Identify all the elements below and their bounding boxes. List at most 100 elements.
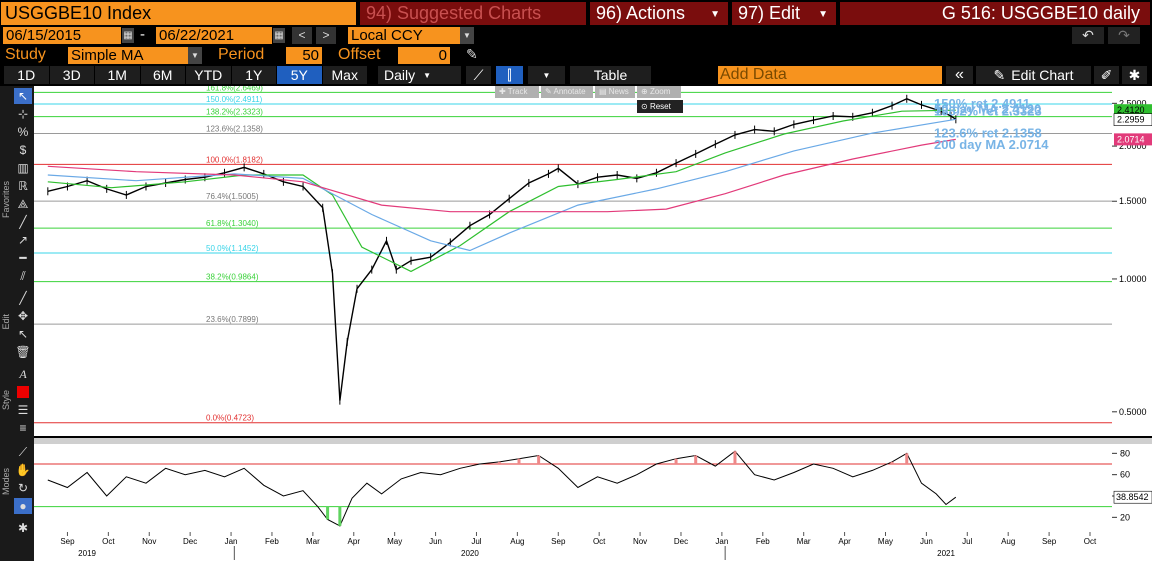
annotate-button[interactable]: ✎ Annotate (541, 86, 593, 98)
osc-tick-label: 80 (1120, 448, 1130, 458)
chart-type-dropdown[interactable]: ▼ (528, 66, 566, 84)
hline-icon[interactable]: ━ (19, 251, 27, 265)
oscillator-axis-bg (1112, 444, 1152, 532)
range-button-6m[interactable]: 6M (140, 66, 186, 84)
chevron-down-icon: ▼ (818, 9, 828, 20)
last-value-badge (1114, 133, 1152, 146)
collapse-icon[interactable]: « (946, 66, 974, 84)
crosshair-icon[interactable]: ⊹ (17, 107, 29, 121)
refresh-icon[interactable]: ↻ (17, 481, 29, 495)
fib-level-label: 161.8%(2.6469) (206, 86, 263, 92)
x-month-label: Sep (1042, 537, 1057, 546)
chart-annotation: 150% ret 2.4911 (934, 96, 1030, 111)
trendline-icon[interactable]: ╱ (19, 215, 27, 229)
draw-mode-icon[interactable]: ⟋ (18, 444, 28, 459)
range-button-1y[interactable]: 1Y (231, 66, 277, 84)
x-month-label: Dec (183, 537, 197, 546)
fib-level-label: 138.2%(2.3323) (206, 108, 263, 117)
edit-label: 97) Edit (738, 3, 801, 23)
last-value-label: 2.4120 (1117, 105, 1145, 115)
currency-value: Local CCY (351, 27, 423, 44)
fib-level-label: 100.0%(1.8182) (206, 155, 263, 164)
text-icon[interactable]: A (19, 366, 27, 381)
prev-period-button[interactable]: < (292, 27, 312, 44)
line-chart-icon[interactable]: ⟋ (466, 66, 492, 84)
osc-tick-label: 60 (1120, 470, 1130, 480)
news-button[interactable]: ▤ News (595, 86, 635, 98)
period-label: Period (218, 46, 265, 63)
line-weight-icon[interactable]: ☰ (17, 403, 29, 417)
range-button-ytd[interactable]: YTD (186, 66, 232, 84)
x-month-label: Jul (962, 537, 972, 546)
edit-chart-label: Edit Chart (1011, 67, 1074, 83)
range-button-1d[interactable]: 1D (4, 66, 50, 84)
arrow-line-icon[interactable]: ↗ (17, 233, 29, 247)
y-tick-label: 2.5000 (1119, 98, 1147, 108)
bars-icon[interactable]: ▥ (17, 161, 29, 175)
x-month-label: May (878, 537, 893, 546)
move-icon[interactable]: ✥ (17, 309, 29, 323)
study-value: Simple MA (71, 47, 144, 64)
fib-level-label: 123.6%(2.1358) (206, 125, 263, 134)
brush-icon[interactable]: ╱ (19, 291, 27, 305)
dollar-icon[interactable]: $ (19, 143, 27, 157)
offset-input[interactable]: 0 (398, 47, 450, 64)
chart-edit-icon[interactable]: ✐ (1094, 66, 1120, 84)
reset-button[interactable]: ⊙ Reset (637, 100, 683, 113)
range-button-max[interactable]: Max (322, 66, 368, 84)
x-month-label: Apr (838, 537, 851, 546)
ticker-field[interactable]: USGGBE10 Index (1, 2, 356, 25)
x-month-label: Mar (797, 537, 811, 546)
x-month-label: Aug (1001, 537, 1015, 546)
price-chart[interactable]: 8060402038.8542 2.50002.00001.50001.0000… (34, 86, 1152, 561)
fib-icon[interactable]: ℝ (18, 179, 28, 193)
suggested-charts-button[interactable]: 94) Suggested Charts (360, 2, 586, 25)
palette-icon[interactable]: ● (14, 498, 32, 514)
fork-icon[interactable]: ⟁ (17, 196, 29, 211)
channel-icon[interactable]: ⫽ (20, 268, 26, 283)
currency-select[interactable]: Local CCY ▼ (348, 27, 474, 44)
range-button-1m[interactable]: 1M (95, 66, 141, 84)
range-button-5y[interactable]: 5Y (277, 66, 323, 84)
color-swatch-icon[interactable] (14, 384, 32, 400)
ma200-series-line (47, 138, 956, 213)
track-button[interactable]: ✚ Track (495, 86, 539, 98)
settings-icon[interactable]: ✱ (17, 521, 29, 535)
x-axis-bg (34, 532, 1152, 561)
trash-icon[interactable]: 🗑 (15, 345, 31, 359)
select-icon[interactable]: ↖ (17, 327, 29, 341)
edit-menu[interactable]: 97) Edit ▼ (732, 2, 836, 25)
frequency-select[interactable]: Daily ▼ (378, 66, 462, 84)
actions-menu[interactable]: 96) Actions ▼ (590, 2, 728, 25)
edit-chart-button[interactable]: ✎ Edit Chart (976, 66, 1092, 84)
x-month-label: Nov (142, 537, 156, 546)
range-button-3d[interactable]: 3D (49, 66, 95, 84)
bar-chart-icon[interactable]: ⫿ (496, 66, 524, 84)
date-from-field[interactable]: 06/15/2015 (3, 27, 121, 44)
zoom-button[interactable]: ⊕ Zoom (637, 86, 681, 98)
calendar-icon[interactable]: ▦ (122, 28, 134, 43)
period-input[interactable]: 50 (286, 47, 322, 64)
line-style-icon[interactable]: ≡ (19, 421, 27, 435)
redo-icon[interactable]: ↷ (1108, 27, 1140, 44)
pan-icon[interactable]: ✋ (15, 463, 31, 477)
table-button[interactable]: Table (570, 66, 652, 84)
next-period-button[interactable]: > (316, 27, 336, 44)
add-data-input[interactable]: Add Data (718, 66, 942, 84)
gear-icon[interactable]: ✱ (1122, 66, 1148, 84)
percent-icon[interactable]: % (17, 125, 29, 139)
cursor-icon[interactable]: ↖ (14, 88, 32, 104)
y-tick-label: 2.0000 (1119, 141, 1147, 151)
ma50-series-line (47, 109, 956, 273)
pen-icon[interactable]: ✎ (466, 46, 478, 62)
date-to-field[interactable]: 06/22/2021 (156, 27, 272, 44)
x-month-label: Apr (348, 537, 361, 546)
undo-icon[interactable]: ↶ (1072, 27, 1104, 44)
fib-level-label: 38.2%(0.9864) (206, 273, 259, 282)
left-toolstrip: ↖ ⊹ % $ ▥ ℝ ⟁ ╱ ↗ ━ ⫽ ╱ ✥ ↖ 🗑 A ☰ ≡ ⟋ ✋ … (0, 86, 34, 561)
study-select[interactable]: Simple MA ▼ (68, 47, 202, 64)
x-month-label: Oct (593, 537, 606, 546)
fib-level-label: 0.0%(0.4723) (206, 414, 254, 423)
calendar-icon[interactable]: ▦ (273, 28, 285, 43)
x-month-label: Jul (471, 537, 481, 546)
